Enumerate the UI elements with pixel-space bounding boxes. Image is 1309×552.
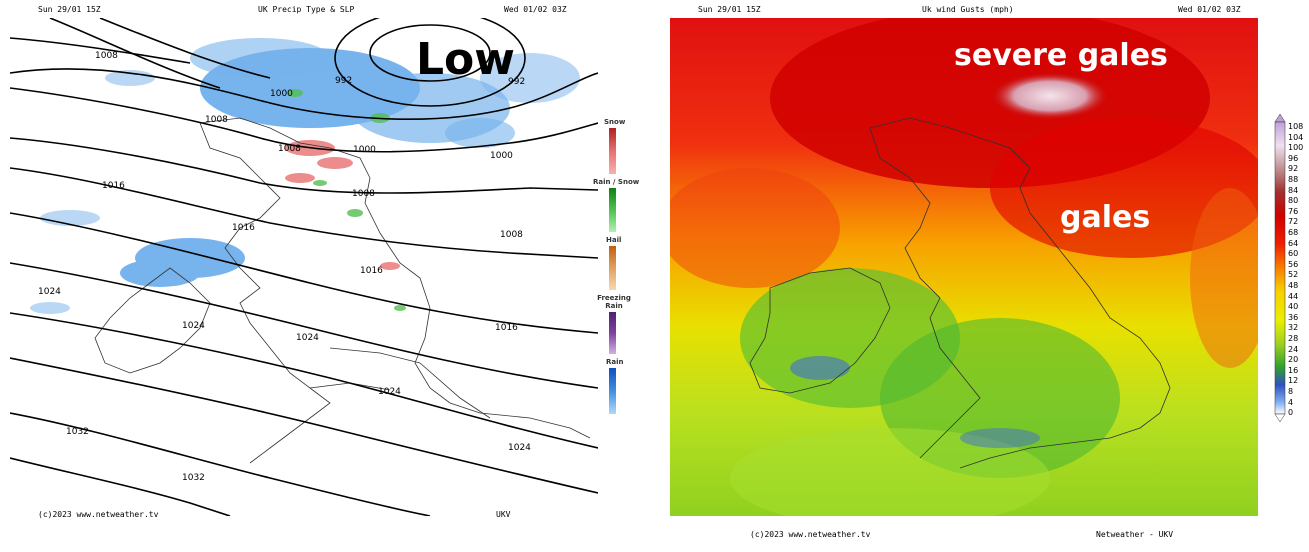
scale-label: 16 bbox=[1288, 365, 1299, 375]
gust-scale-bar bbox=[1274, 114, 1286, 423]
scale-label: 68 bbox=[1288, 228, 1299, 237]
legend-freezing-rain-swatch bbox=[609, 312, 616, 354]
scale-label: 88 bbox=[1288, 175, 1299, 184]
scale-label: 48 bbox=[1288, 281, 1299, 290]
scale-label: 36 bbox=[1288, 312, 1299, 322]
isobar-label: 1008 bbox=[205, 115, 228, 125]
scale-label: 52 bbox=[1288, 270, 1299, 280]
scale-label: 104 bbox=[1288, 132, 1304, 142]
right-model-name: Netweather - UKV bbox=[1096, 530, 1174, 539]
isobar-label: 1024 bbox=[296, 333, 319, 343]
legend-rain-snow-label: Rain / Snow bbox=[593, 178, 640, 186]
isobar-label: 1008 bbox=[352, 189, 375, 199]
isobar-label: 1000 bbox=[353, 145, 376, 155]
legend-hail-label: Hail bbox=[606, 236, 622, 244]
scale-label: 4 bbox=[1288, 397, 1294, 407]
scale-label: 44 bbox=[1288, 291, 1299, 301]
isobar-label: 1000 bbox=[490, 151, 513, 161]
right-copyright: (c)2023 www.netweather.tv bbox=[750, 530, 871, 539]
isobar-label: 992 bbox=[335, 76, 352, 86]
scale-label: 24 bbox=[1288, 344, 1299, 354]
legend-hail-swatch bbox=[609, 246, 616, 290]
rain-areas bbox=[30, 38, 580, 314]
left-valid-time: Sun 29/01 15Z bbox=[38, 5, 101, 14]
scale-label: 84 bbox=[1288, 185, 1299, 195]
legend-rain-swatch bbox=[609, 368, 616, 414]
right-valid-time: Sun 29/01 15Z bbox=[698, 5, 761, 14]
legend-rain-snow-swatch bbox=[609, 188, 616, 232]
scale-label: 32 bbox=[1288, 323, 1299, 333]
isobars bbox=[10, 18, 598, 516]
scale-label: 72 bbox=[1288, 217, 1299, 227]
scale-label: 108 bbox=[1288, 122, 1304, 131]
scale-label: 28 bbox=[1288, 334, 1299, 343]
precip-type-slp-map: 1008 992 1000 992 1008 1008 1000 1000 10… bbox=[10, 18, 598, 516]
precip-map-canvas: 1008 992 1000 992 1008 1008 1000 1000 10… bbox=[10, 18, 598, 516]
isobar-label: 1016 bbox=[495, 323, 518, 333]
isobar-label: 1008 bbox=[95, 51, 118, 61]
severe-gales-annotation: severe gales bbox=[954, 38, 1168, 73]
scale-label: 60 bbox=[1288, 249, 1299, 259]
scale-label: 92 bbox=[1288, 164, 1299, 174]
isobar-label: 1024 bbox=[182, 321, 205, 331]
coastline bbox=[749, 117, 1171, 469]
isobar-label: 1016 bbox=[360, 266, 383, 276]
gusts-map-canvas bbox=[670, 18, 1258, 516]
isobar-label: 1008 bbox=[278, 144, 301, 154]
legend-snow-swatch bbox=[609, 128, 616, 174]
scale-label: 56 bbox=[1288, 259, 1299, 269]
scale-label: 0 bbox=[1288, 408, 1294, 418]
legend-freezing-rain-label: Freezing Rain bbox=[597, 294, 631, 310]
snow-areas bbox=[285, 140, 400, 270]
right-forecast-time: Wed 01/02 03Z bbox=[1178, 5, 1241, 14]
scale-label: 12 bbox=[1288, 376, 1299, 386]
isobar-label: 1000 bbox=[270, 89, 293, 99]
rain-snow-areas bbox=[287, 89, 406, 311]
isobar-labels: 1008 992 1000 992 1008 1008 1000 1000 10… bbox=[38, 51, 531, 483]
legend-rain-label: Rain bbox=[606, 358, 624, 366]
left-model-name: UKV bbox=[496, 510, 511, 519]
scale-label: 40 bbox=[1288, 302, 1299, 312]
scale-label: 64 bbox=[1288, 238, 1299, 248]
scale-label: 80 bbox=[1288, 196, 1299, 206]
right-map-title: Uk wind Gusts (mph) bbox=[922, 5, 1014, 14]
scale-label: 76 bbox=[1288, 206, 1299, 216]
isobar-label: 1024 bbox=[38, 287, 61, 297]
legend-snow-label: Snow bbox=[604, 118, 626, 126]
wind-gusts-map bbox=[670, 18, 1258, 516]
gales-annotation: gales bbox=[1060, 200, 1151, 235]
isobar-label: 1032 bbox=[182, 473, 205, 483]
isobar-label: 1024 bbox=[378, 387, 401, 397]
scale-label: 100 bbox=[1288, 143, 1304, 153]
scale-label: 96 bbox=[1288, 153, 1299, 163]
scale-label: 8 bbox=[1288, 387, 1294, 396]
coastline bbox=[94, 117, 591, 464]
scale-label: 20 bbox=[1288, 355, 1299, 365]
isobar-label: 1016 bbox=[102, 181, 125, 191]
isobar-label: 992 bbox=[508, 77, 525, 87]
low-pressure-annotation: Low bbox=[416, 34, 515, 85]
isobar-label: 1016 bbox=[232, 223, 255, 233]
left-copyright: (c)2023 www.netweather.tv bbox=[38, 510, 159, 519]
left-forecast-time: Wed 01/02 03Z bbox=[504, 5, 567, 14]
isobar-label: 1024 bbox=[508, 443, 531, 453]
left-map-title: UK Precip Type & SLP bbox=[258, 5, 355, 14]
isobar-label: 1032 bbox=[66, 427, 89, 437]
isobar-label: 1008 bbox=[500, 230, 523, 240]
